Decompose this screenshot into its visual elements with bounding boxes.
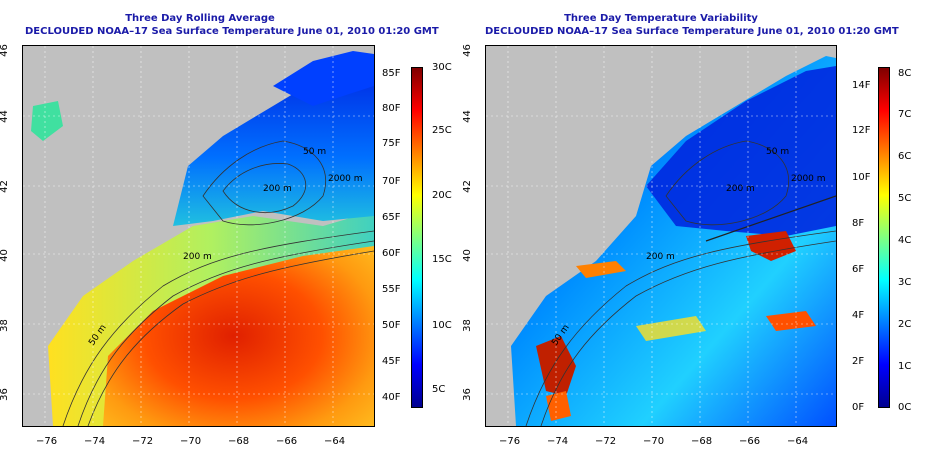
y-tick: 38: [0, 319, 10, 332]
colorbar-c-label: 5C: [432, 384, 446, 395]
x-tick: −70: [643, 436, 665, 447]
left-title: Three Day Rolling Average: [125, 13, 275, 24]
colorbar-c-label: 7C: [898, 109, 912, 120]
contour-label: 50 m: [303, 147, 326, 157]
y-tick: 36: [0, 388, 10, 401]
colorbar-c-label: 15C: [432, 254, 452, 265]
y-tick: 46: [0, 44, 10, 57]
colorbar-c-label: 20C: [432, 190, 452, 201]
x-tick: −64: [787, 436, 809, 447]
colorbar-c-label: 0C: [898, 402, 912, 413]
sst-colorbar: [411, 67, 423, 408]
right-subtitle: DECLOUDED NOAA–17 Sea Surface Temperatur…: [485, 26, 899, 37]
x-tick: −72: [595, 436, 617, 447]
colorbar-f-label: 60F: [382, 248, 401, 259]
variability-colorbar: [878, 67, 890, 408]
x-tick: −74: [84, 436, 106, 447]
x-tick: −66: [739, 436, 761, 447]
x-tick: −64: [324, 436, 346, 447]
colorbar-f-label: 80F: [382, 103, 401, 114]
colorbar-f-label: 75F: [382, 138, 401, 149]
contour-label: 2000 m: [328, 174, 363, 184]
colorbar-c-label: 6C: [898, 151, 912, 162]
x-tick: −76: [36, 436, 58, 447]
colorbar-c-label: 3C: [898, 277, 912, 288]
colorbar-f-label: 12F: [852, 125, 871, 136]
y-tick: 46: [461, 44, 473, 57]
contour-label: 200 m: [263, 184, 292, 194]
right-title: Three Day Temperature Variability: [564, 13, 758, 24]
contour-label: 200 m: [726, 184, 755, 194]
y-tick: 40: [0, 249, 10, 262]
y-tick: 38: [461, 319, 473, 332]
left-subtitle: DECLOUDED NOAA–17 Sea Surface Temperatur…: [25, 26, 439, 37]
colorbar-f-label: 85F: [382, 68, 401, 79]
contour-label: 200 m: [183, 252, 212, 262]
y-tick: 42: [0, 180, 10, 193]
colorbar-f-label: 14F: [852, 80, 871, 91]
x-tick: −72: [132, 436, 154, 447]
x-tick: −68: [691, 436, 713, 447]
colorbar-f-label: 4F: [852, 310, 865, 321]
colorbar-c-label: 10C: [432, 320, 452, 331]
y-tick: 40: [461, 249, 473, 262]
colorbar-c-label: 30C: [432, 62, 452, 73]
colorbar-f-label: 70F: [382, 176, 401, 187]
colorbar-f-label: 50F: [382, 320, 401, 331]
colorbar-f-label: 2F: [852, 356, 865, 367]
colorbar-f-label: 40F: [382, 392, 401, 403]
colorbar-c-label: 1C: [898, 361, 912, 372]
x-tick: −68: [228, 436, 250, 447]
x-tick: −70: [180, 436, 202, 447]
colorbar-c-label: 25C: [432, 125, 452, 136]
colorbar-f-label: 10F: [852, 172, 871, 183]
colorbar-f-label: 0F: [852, 402, 865, 413]
contour-label: 200 m: [646, 252, 675, 262]
colorbar-c-label: 5C: [898, 193, 912, 204]
y-tick: 36: [461, 388, 473, 401]
x-tick: −76: [499, 436, 521, 447]
colorbar-c-label: 2C: [898, 319, 912, 330]
y-tick: 42: [461, 180, 473, 193]
colorbar-f-label: 8F: [852, 218, 865, 229]
sst-variability-map: 50 m 200 m 200 m 50 m 2000 m: [485, 45, 837, 427]
contour-label: 50 m: [766, 147, 789, 157]
x-tick: −74: [547, 436, 569, 447]
colorbar-f-label: 55F: [382, 284, 401, 295]
sst-average-map: 50 m 200 m 200 m 50 m 2000 m: [22, 45, 375, 427]
colorbar-f-label: 65F: [382, 212, 401, 223]
x-tick: −66: [276, 436, 298, 447]
contour-label: 2000 m: [791, 174, 826, 184]
colorbar-c-label: 4C: [898, 235, 912, 246]
colorbar-f-label: 6F: [852, 264, 865, 275]
colorbar-f-label: 45F: [382, 356, 401, 367]
y-tick: 44: [0, 110, 10, 123]
colorbar-c-label: 8C: [898, 68, 912, 79]
y-tick: 44: [461, 110, 473, 123]
